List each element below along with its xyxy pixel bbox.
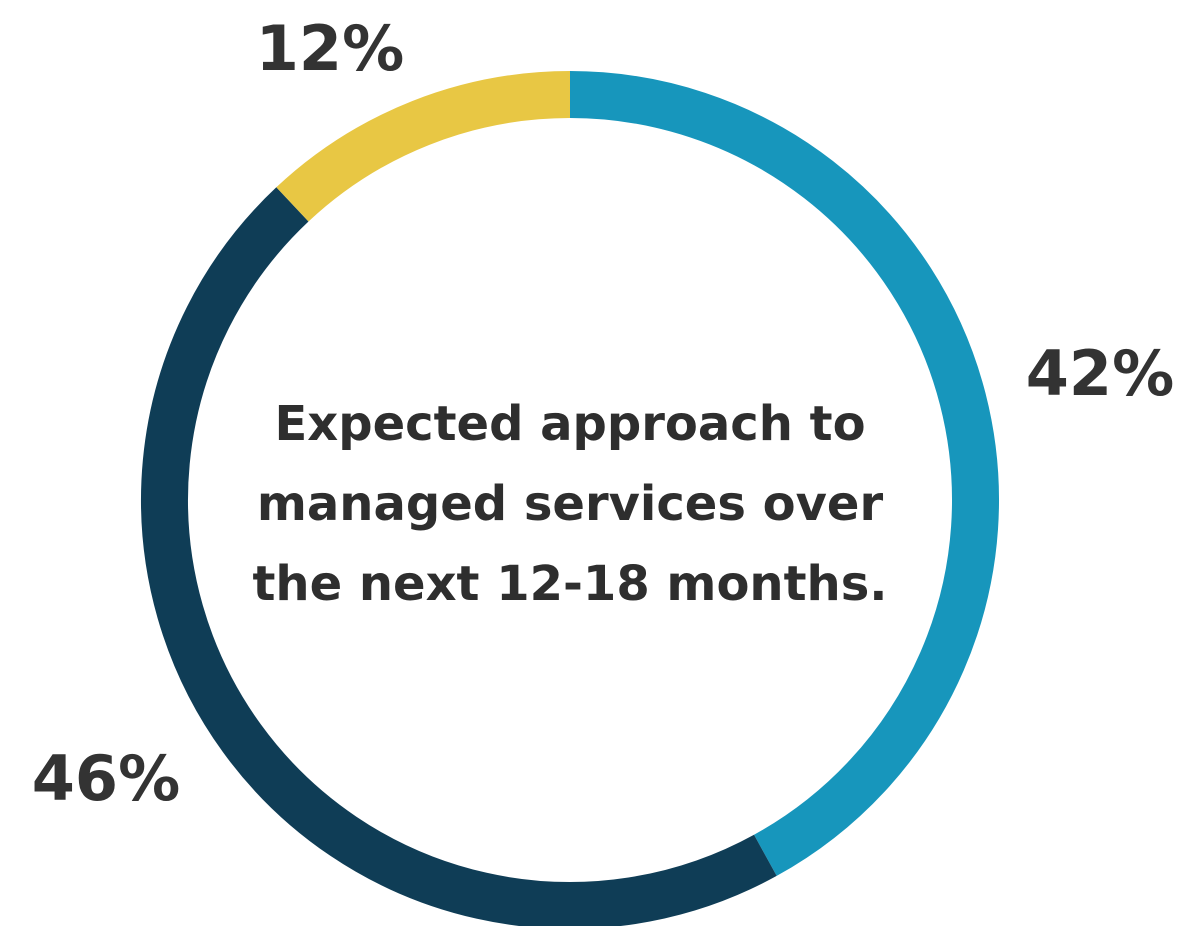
donut-slice-12 bbox=[276, 71, 571, 222]
chart-title-line-2: managed services over bbox=[256, 476, 884, 532]
slice-labels: 42% 46% 12% bbox=[32, 12, 1174, 815]
donut-slice-42 bbox=[569, 71, 999, 876]
slice-label-42: 42% bbox=[1026, 337, 1174, 410]
slice-label-12: 12% bbox=[256, 12, 404, 85]
chart-title-line-3: the next 12-18 months. bbox=[252, 556, 888, 612]
donut-slice-46 bbox=[141, 187, 777, 926]
donut-slices bbox=[141, 71, 999, 926]
slice-label-46: 46% bbox=[32, 742, 180, 815]
chart-title: Expected approach to managed services ov… bbox=[240, 384, 900, 624]
chart-title-line-1: Expected approach to bbox=[274, 396, 866, 452]
